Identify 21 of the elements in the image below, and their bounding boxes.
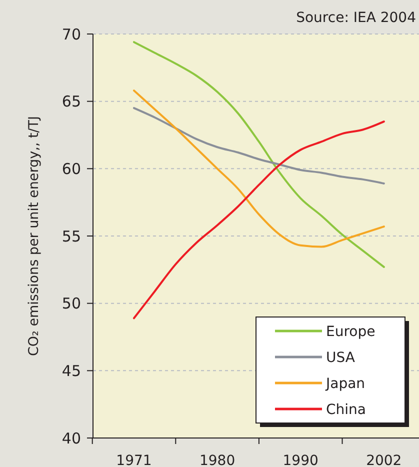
x-tick-label: 2002 xyxy=(366,453,402,467)
source-note: Source: IEA 2004 xyxy=(296,10,416,26)
y-tick-label: 65 xyxy=(62,92,81,111)
y-tick-label: 55 xyxy=(62,227,81,246)
x-tick-label: 1990 xyxy=(282,453,318,467)
y-tick-label: 50 xyxy=(62,294,81,313)
y-tick-label: 60 xyxy=(62,160,81,178)
line-series xyxy=(133,120,385,320)
line-series xyxy=(133,41,385,268)
y-tick-label: 70 xyxy=(62,25,81,44)
legend-label: China xyxy=(326,402,366,418)
y-axis-title: CO₂ emissions per unit energy,, t/TJ xyxy=(26,116,42,356)
y-tick-label: 45 xyxy=(62,362,81,380)
x-tick-label: 1980 xyxy=(199,453,236,467)
line-series xyxy=(133,90,385,248)
line-series xyxy=(133,107,385,184)
legend-label: Japan xyxy=(325,376,366,392)
y-tick-label: 40 xyxy=(62,429,81,448)
legend-label: USA xyxy=(326,350,356,366)
x-tick-label: 1971 xyxy=(116,453,152,467)
legend-label: Europe xyxy=(326,324,376,340)
